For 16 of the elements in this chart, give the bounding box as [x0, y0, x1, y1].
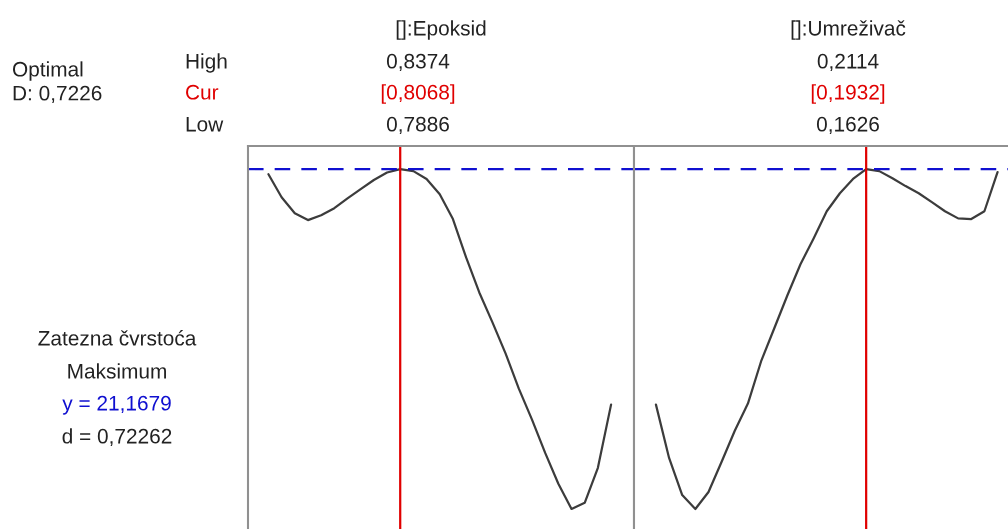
- chart-title: []:Epoksid: [396, 20, 486, 40]
- text: Cur: [186, 84, 219, 100]
- text: 0,1626: [816, 116, 879, 135]
- text: 0,2114: [817, 53, 879, 72]
- text: 0,7886: [386, 116, 449, 135]
- text: [0,1932]: [811, 84, 885, 104]
- text: d = 0,72262: [62, 428, 172, 447]
- text: Low: [186, 117, 224, 132]
- text: High: [186, 53, 227, 73]
- chart-title: []:Umreživač: [791, 20, 906, 40]
- text: Zatezna čvrstoća: [38, 330, 197, 346]
- text: y = 21,1679: [62, 395, 171, 415]
- text: [0,8068]: [381, 84, 455, 104]
- text: Maksimum: [68, 363, 166, 379]
- text: 0,8374: [386, 53, 450, 72]
- text: Optimal D: 0,7226: [12, 61, 102, 104]
